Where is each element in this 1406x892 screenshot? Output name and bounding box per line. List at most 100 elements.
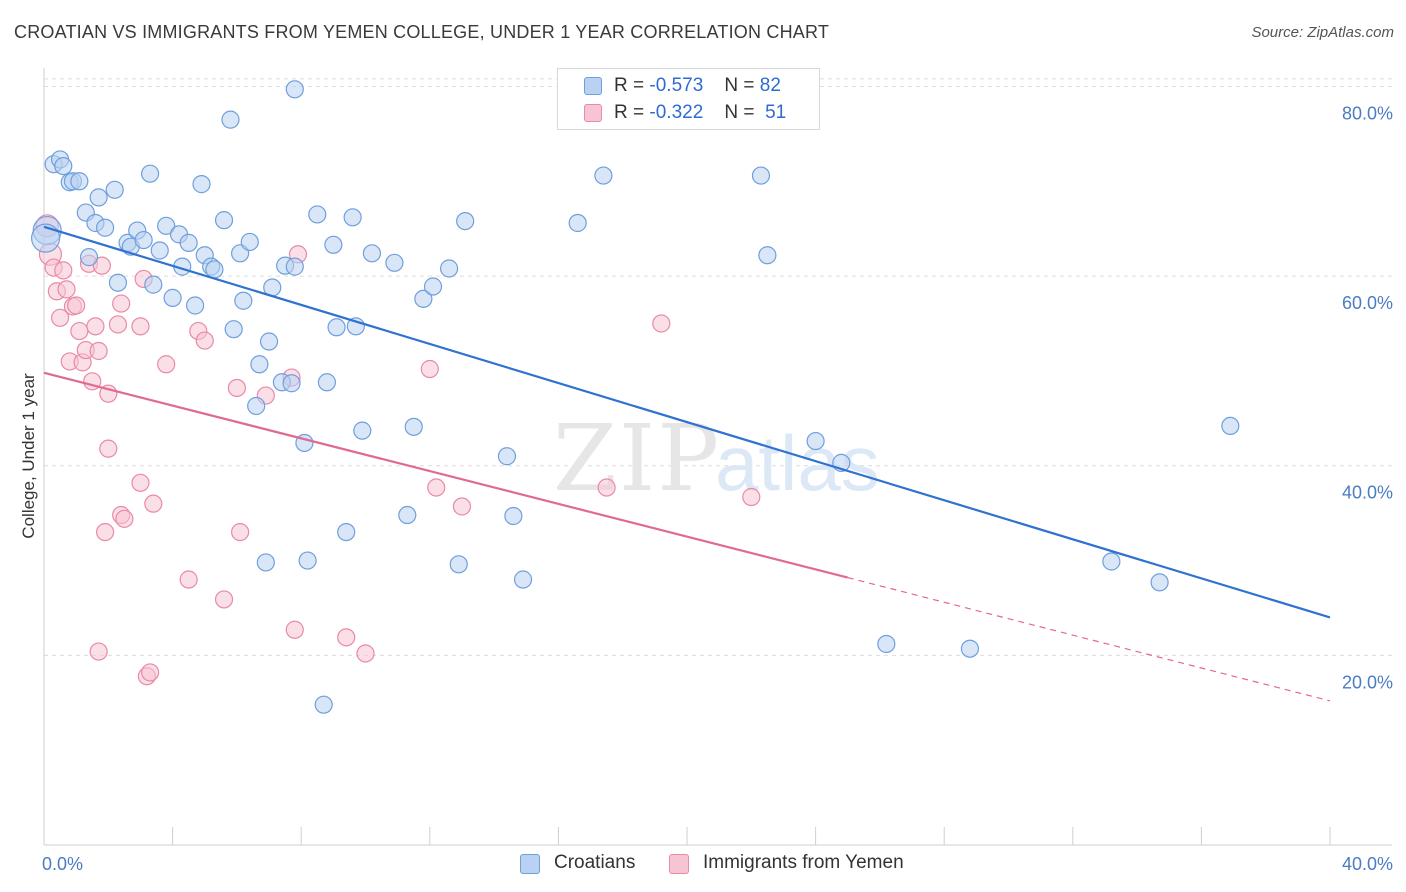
data-point xyxy=(179,233,198,252)
data-point xyxy=(157,355,176,374)
trend-lines xyxy=(43,225,1331,702)
data-point xyxy=(420,359,439,379)
legend-n-value: 82 xyxy=(759,75,781,96)
x-tick-label: 40.0% xyxy=(1342,854,1393,874)
legend-r-label: R = xyxy=(614,75,645,96)
bottom-legend-label: Croatians xyxy=(554,852,636,873)
data-point xyxy=(337,522,356,542)
data-point xyxy=(57,280,76,299)
data-point xyxy=(144,494,163,513)
data-point xyxy=(224,320,243,339)
legend-swatch-blue xyxy=(520,854,540,874)
data-point xyxy=(423,277,443,296)
data-point xyxy=(308,205,327,224)
data-point xyxy=(115,509,134,528)
data-point xyxy=(594,166,613,185)
data-point xyxy=(95,522,115,542)
data-point xyxy=(54,261,73,280)
data-point xyxy=(234,291,253,310)
data-point xyxy=(456,211,475,231)
grid-lines xyxy=(44,78,1392,656)
data-point xyxy=(214,590,234,609)
data-point xyxy=(314,695,333,714)
data-point xyxy=(195,331,214,350)
data-point xyxy=(54,156,73,176)
legend-swatch-pink xyxy=(584,104,602,122)
data-point xyxy=(742,487,761,507)
x-tick-label: 0.0% xyxy=(42,854,83,874)
data-point xyxy=(186,296,205,315)
axis-labels: 20.0% 40.0% 60.0% 80.0% 0.0% 40.0% xyxy=(42,103,1393,874)
data-point xyxy=(449,555,468,574)
data-point xyxy=(205,260,224,279)
data-point xyxy=(192,175,211,194)
data-point xyxy=(221,110,240,129)
data-point xyxy=(385,253,404,272)
legend-r-label: R = xyxy=(614,102,645,123)
data-point xyxy=(70,172,89,191)
legend-n-label: N = xyxy=(724,102,755,123)
data-point xyxy=(231,522,250,542)
data-point xyxy=(1102,552,1121,571)
data-point xyxy=(140,164,160,183)
data-point xyxy=(31,223,61,253)
data-point xyxy=(343,208,362,227)
source-label: Source: ZipAtlas.com xyxy=(1251,24,1394,41)
data-point xyxy=(404,417,423,436)
data-point xyxy=(70,321,89,341)
legend-r-value: -0.322 xyxy=(649,102,704,123)
data-point xyxy=(751,166,771,185)
data-point xyxy=(240,232,259,252)
y-tick-label: 20.0% xyxy=(1342,672,1393,692)
data-point xyxy=(99,439,118,458)
data-point xyxy=(877,634,896,654)
trend-line-yemen-extension xyxy=(847,577,1331,702)
data-point xyxy=(285,257,304,276)
data-point xyxy=(427,478,446,497)
y-tick-label: 80.0% xyxy=(1342,103,1393,123)
data-point xyxy=(282,374,301,393)
data-point xyxy=(504,506,523,526)
data-point xyxy=(398,505,417,525)
data-point xyxy=(150,241,169,260)
data-point xyxy=(298,551,317,570)
data-point xyxy=(95,218,115,237)
data-point xyxy=(497,447,517,466)
data-point xyxy=(1221,416,1240,435)
data-point xyxy=(568,213,587,233)
data-point xyxy=(134,230,153,250)
data-point xyxy=(86,317,105,336)
y-tick-label: 40.0% xyxy=(1342,483,1393,503)
legend-swatch-pink xyxy=(669,854,689,874)
data-point xyxy=(324,235,343,254)
data-point xyxy=(112,294,131,313)
data-point xyxy=(50,308,70,327)
data-point xyxy=(960,639,980,658)
axes xyxy=(43,68,1392,846)
data-point xyxy=(140,663,160,682)
data-point xyxy=(108,315,128,334)
data-point xyxy=(163,288,182,307)
data-point xyxy=(1150,573,1169,592)
legend-swatch-blue xyxy=(584,77,602,95)
bottom-legend-label: Immigrants from Yemen xyxy=(703,852,904,873)
data-point xyxy=(247,396,266,416)
data-point xyxy=(337,628,356,647)
data-point xyxy=(513,570,533,589)
data-point xyxy=(758,246,777,265)
data-point xyxy=(108,273,128,292)
data-point xyxy=(259,332,279,351)
watermark-atlas: atlas xyxy=(715,419,880,507)
data-point xyxy=(79,248,99,267)
data-point xyxy=(356,644,375,663)
series-croatians xyxy=(31,80,1240,714)
trend-line-yemen xyxy=(43,371,849,579)
data-point xyxy=(414,289,433,308)
y-axis-title: College, Under 1 year xyxy=(19,373,38,539)
legend-n-label: N = xyxy=(724,75,755,96)
data-point xyxy=(597,478,616,497)
data-point xyxy=(67,296,86,315)
data-point xyxy=(131,473,150,492)
chart-title: CROATIAN VS IMMIGRANTS FROM YEMEN COLLEG… xyxy=(14,22,830,42)
